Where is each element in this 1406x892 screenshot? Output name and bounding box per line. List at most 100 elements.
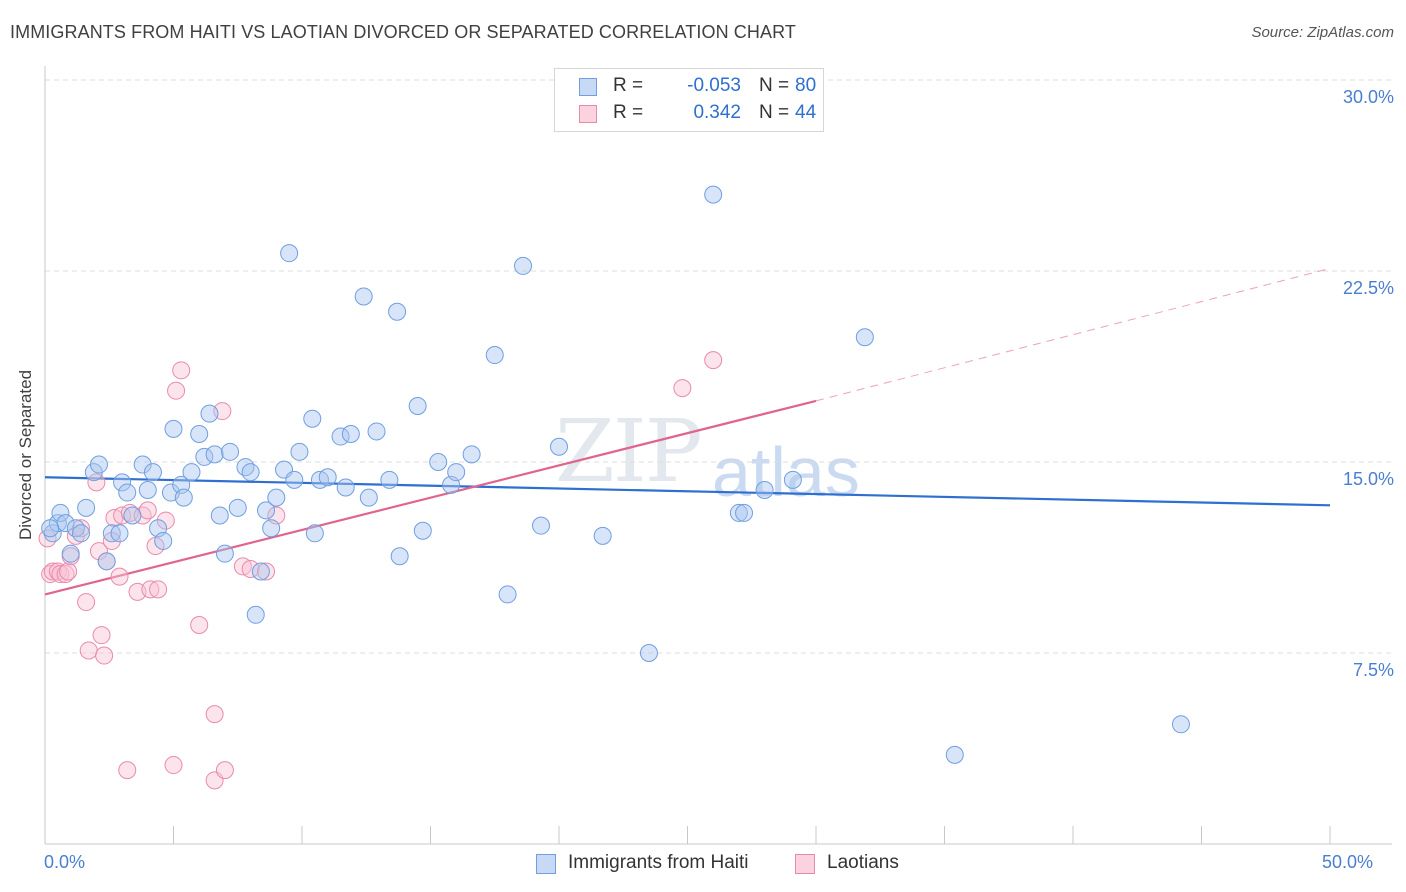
haiti-point bbox=[77, 498, 96, 517]
haiti-point bbox=[236, 458, 255, 477]
haiti-point bbox=[89, 455, 108, 474]
legend-n-label: N = bbox=[759, 102, 790, 123]
laotian-point bbox=[59, 562, 78, 581]
haiti-point bbox=[118, 483, 137, 502]
haiti-point bbox=[102, 524, 121, 543]
haiti-point bbox=[593, 526, 612, 545]
haiti-point bbox=[380, 470, 399, 489]
legend-swatch-laotians bbox=[579, 105, 597, 123]
haiti-point bbox=[413, 521, 432, 540]
haiti-point bbox=[71, 524, 90, 543]
haiti-point bbox=[303, 409, 322, 428]
legend-swatch-haiti bbox=[579, 78, 597, 96]
legend-r-value: 0.342 bbox=[693, 102, 741, 123]
y-tick-label: 15.0% bbox=[1342, 469, 1394, 489]
haiti-point bbox=[318, 468, 337, 487]
legend-r-value: -0.053 bbox=[687, 75, 741, 96]
haiti-point bbox=[123, 506, 142, 525]
bottom-legend-label-haiti: Immigrants from Haiti bbox=[568, 852, 749, 873]
laotian-point bbox=[89, 542, 108, 561]
haiti-point bbox=[241, 463, 260, 482]
source-credit: Source: ZipAtlas.com bbox=[1251, 24, 1394, 41]
haiti-point bbox=[354, 287, 373, 306]
trend-line bbox=[44, 476, 1331, 507]
haiti-point bbox=[66, 519, 85, 538]
haiti-point bbox=[138, 481, 157, 500]
haiti-point bbox=[164, 419, 183, 438]
laotian-point bbox=[205, 705, 224, 724]
haiti-point bbox=[280, 244, 299, 263]
haiti-point bbox=[532, 516, 551, 535]
laotian-point bbox=[118, 761, 137, 780]
laotian-point bbox=[167, 381, 186, 400]
haiti-point bbox=[143, 463, 162, 482]
laotian-point bbox=[164, 756, 183, 775]
bottom-legend-swatch-laotians bbox=[795, 854, 815, 874]
haiti-point bbox=[783, 470, 802, 489]
haiti-point bbox=[195, 447, 214, 466]
x-tick-label: 0.0% bbox=[44, 852, 86, 872]
bottom-legend-swatch-haiti bbox=[536, 854, 556, 874]
haiti-point bbox=[704, 185, 723, 204]
trend-lines bbox=[44, 267, 1331, 596]
haiti-point bbox=[246, 605, 265, 624]
watermark-atlas: atlas bbox=[712, 433, 860, 511]
haiti-point bbox=[550, 437, 568, 456]
haiti-point bbox=[485, 346, 504, 365]
haiti-point bbox=[251, 562, 270, 581]
haiti-point bbox=[729, 503, 748, 522]
haiti-point bbox=[735, 503, 754, 522]
trend-line bbox=[44, 399, 817, 596]
haiti-point bbox=[367, 422, 386, 441]
legend-r-label: R = bbox=[613, 102, 644, 123]
haiti-point bbox=[41, 519, 60, 538]
haiti-point bbox=[221, 442, 240, 461]
laotian-point bbox=[190, 615, 209, 634]
haiti-point bbox=[190, 424, 209, 443]
haiti-point bbox=[290, 442, 309, 461]
haiti-point bbox=[61, 544, 80, 563]
watermark-zip: ZIP bbox=[555, 402, 703, 502]
haiti-point bbox=[174, 488, 193, 507]
haiti-point bbox=[262, 519, 281, 538]
haiti-point bbox=[257, 501, 276, 520]
laotian-point bbox=[215, 761, 234, 780]
laotian-point bbox=[704, 351, 723, 370]
haiti-point bbox=[228, 498, 247, 517]
chart-title: IMMIGRANTS FROM HAITI VS LAOTIAN DIVORCE… bbox=[10, 22, 796, 42]
haiti-point bbox=[359, 488, 378, 507]
haiti-point bbox=[110, 524, 129, 543]
trend-line-extension bbox=[815, 267, 1331, 402]
haiti-point bbox=[305, 524, 324, 543]
laotian-point bbox=[241, 559, 260, 578]
axes bbox=[44, 66, 1392, 845]
laotian-point bbox=[172, 361, 191, 380]
laotians-points bbox=[38, 351, 723, 790]
haiti-point bbox=[429, 453, 448, 471]
laotian-point bbox=[257, 562, 276, 581]
haiti-point bbox=[462, 445, 481, 464]
laotian-point bbox=[102, 531, 121, 550]
haiti-point bbox=[755, 481, 774, 500]
legend-n-label: N = bbox=[759, 75, 790, 96]
laotian-point bbox=[56, 565, 75, 584]
legend-n-value: 44 bbox=[795, 102, 817, 123]
y-tick-label: 30.0% bbox=[1342, 87, 1394, 107]
laotian-point bbox=[92, 626, 111, 645]
haiti-point bbox=[336, 478, 355, 497]
laotian-point bbox=[141, 580, 160, 599]
haiti-point bbox=[267, 488, 286, 507]
haiti-point bbox=[388, 302, 407, 321]
legend-n-value: 80 bbox=[795, 75, 817, 96]
haiti-point bbox=[205, 445, 224, 464]
haiti-point bbox=[285, 470, 304, 489]
haiti-point bbox=[945, 745, 964, 764]
haiti-point bbox=[154, 531, 173, 550]
haiti-point bbox=[341, 424, 360, 443]
laotian-point bbox=[110, 567, 129, 586]
haiti-point bbox=[498, 585, 517, 604]
haiti-point bbox=[210, 506, 229, 525]
haiti-point bbox=[51, 503, 70, 522]
y-tick-label: 22.5% bbox=[1342, 278, 1394, 298]
